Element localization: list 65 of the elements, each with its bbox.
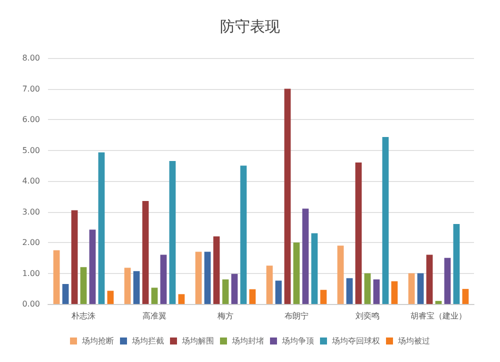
y-tick-label: 3.00 xyxy=(22,207,40,216)
bar xyxy=(453,224,460,304)
legend-label: 场均夺回球权 xyxy=(331,336,380,346)
bar xyxy=(133,271,140,304)
bar xyxy=(435,300,442,304)
chart-title: 防守表现 xyxy=(220,18,280,36)
bar xyxy=(417,273,424,304)
bar xyxy=(266,266,273,304)
bar xyxy=(275,280,282,304)
bar xyxy=(249,289,256,304)
bar xyxy=(337,246,344,304)
bar xyxy=(320,290,327,304)
bar xyxy=(222,279,229,304)
legend-label: 场均封堵 xyxy=(231,336,264,346)
bar xyxy=(98,152,105,304)
bar xyxy=(311,233,318,304)
y-tick-label: 5.00 xyxy=(22,146,40,155)
bar xyxy=(62,284,69,304)
x-tick-label: 梅方 xyxy=(216,312,234,320)
bar xyxy=(302,208,309,304)
bar xyxy=(293,242,300,304)
y-tick-label: 7.00 xyxy=(22,84,40,94)
bar xyxy=(169,161,176,304)
bar xyxy=(195,252,202,304)
legend-label: 场均拦截 xyxy=(131,336,164,346)
bar xyxy=(107,290,114,304)
bar xyxy=(204,252,211,304)
bar xyxy=(355,162,362,304)
bar xyxy=(373,279,380,304)
x-tick-label: 朴志洙 xyxy=(70,312,96,320)
bar xyxy=(231,274,238,304)
bar xyxy=(53,250,60,304)
bar xyxy=(284,88,291,304)
y-tick-label: 1.00 xyxy=(22,268,40,278)
bar xyxy=(364,273,371,304)
bar xyxy=(71,210,78,304)
bar xyxy=(408,273,415,304)
legend-label: 场均争顶 xyxy=(281,336,314,346)
legend-label: 场均解围 xyxy=(181,336,214,346)
y-tick-label: 8.00 xyxy=(22,54,40,62)
y-tick-label: 6.00 xyxy=(22,115,40,124)
bar xyxy=(142,200,149,304)
bar xyxy=(160,254,167,304)
x-tick-label: 布朗宁 xyxy=(284,312,308,320)
bar xyxy=(240,166,247,304)
y-tick-label: 0.00 xyxy=(22,300,40,308)
bar xyxy=(213,236,220,304)
legend-label: 场均被过 xyxy=(397,336,430,346)
bar xyxy=(444,258,451,304)
bar xyxy=(346,278,353,304)
bar xyxy=(178,294,185,304)
bar xyxy=(426,254,433,304)
x-tick-label: 刘奕鸣 xyxy=(356,312,380,320)
legend-label: 场均抢断 xyxy=(81,336,114,346)
y-tick-label: 4.00 xyxy=(22,176,40,186)
x-tick-label: 高准翼 xyxy=(142,312,166,320)
bar xyxy=(80,267,87,304)
bar xyxy=(151,288,158,304)
x-tick-label: 胡睿宝（建业） xyxy=(410,312,466,320)
y-tick-label: 2.00 xyxy=(22,238,40,247)
bar xyxy=(382,137,389,304)
bar xyxy=(391,281,398,304)
bar xyxy=(462,288,469,304)
bar xyxy=(89,230,96,304)
bar xyxy=(124,268,131,304)
